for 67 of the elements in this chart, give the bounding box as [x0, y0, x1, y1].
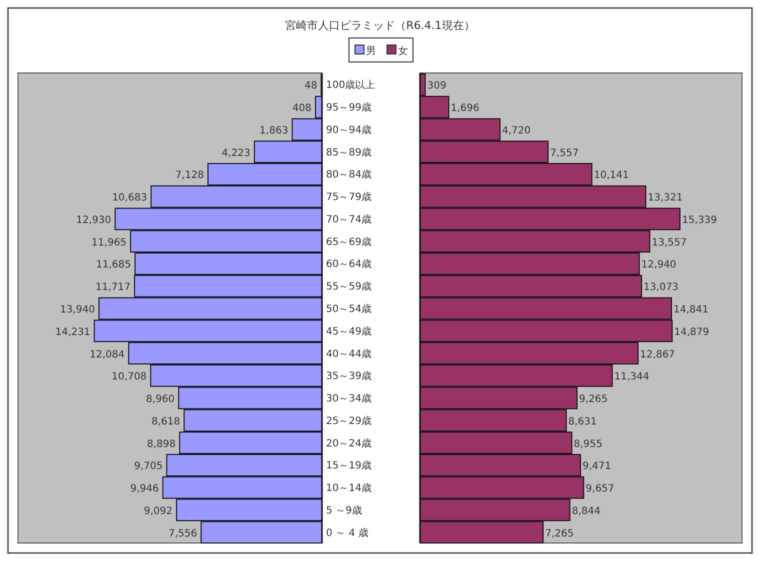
data-label: 1,696: [450, 103, 480, 114]
y-tick-label: 35～39歳: [326, 370, 372, 382]
data-label: 13,321: [648, 192, 683, 204]
data-label: 4,720: [502, 125, 531, 136]
y-tick-label: 15～19歳: [326, 460, 372, 472]
y-tick-label: 25～29歳: [326, 414, 372, 427]
y-tick-label: 60～64歳: [326, 258, 372, 270]
data-label: 12,930: [76, 214, 112, 226]
data-label: 9,657: [586, 484, 614, 495]
data-label: 9,946: [130, 484, 159, 495]
y-tick-label: 80～84歳: [326, 168, 372, 181]
data-label: 13,073: [644, 282, 679, 294]
data-label: 15,339: [682, 214, 717, 226]
y-tick-label: 0 ～ 4 歳: [326, 526, 368, 539]
data-label: 9,705: [134, 461, 163, 472]
legend-label: 男: [366, 46, 376, 57]
data-label: 4,223: [222, 148, 250, 159]
data-label: 12,940: [641, 260, 676, 271]
data-label: 8,631: [568, 416, 597, 428]
data-label: 9,092: [144, 506, 173, 517]
y-tick-label: 75～79歳: [326, 191, 372, 204]
data-label: 9,265: [579, 394, 608, 406]
y-tick-label: 30～34歳: [326, 392, 372, 405]
data-label: 408: [292, 103, 312, 114]
data-label: 12,084: [90, 349, 125, 360]
legend: 女: [386, 44, 408, 57]
y-tick-label: 95～99歳: [326, 102, 372, 114]
y-tick-label: 45～49歳: [326, 325, 372, 338]
y-tick-label: 90～94歳: [326, 124, 372, 136]
y-tick-label: 100歳以上: [326, 79, 376, 92]
data-label: 12,867: [640, 349, 676, 360]
data-label: 11,965: [92, 237, 127, 248]
y-tick-label: 5 ～9歳: [326, 504, 362, 516]
data-label: 7,556: [168, 528, 198, 540]
y-tick-label: 70～74歳: [326, 213, 372, 226]
data-label: 8,955: [574, 438, 602, 450]
data-label: 11,344: [614, 372, 650, 383]
data-label: 1,863: [260, 125, 288, 136]
y-tick-label: 55～59歳: [326, 280, 372, 293]
data-label: 8,898: [146, 438, 176, 450]
y-tick-label: 50～54歳: [326, 303, 372, 315]
data-label: 14,841: [674, 304, 709, 316]
legend: 男: [354, 44, 376, 57]
y-tick-label: 20～24歳: [326, 437, 372, 450]
y-tick-label: 65～69歳: [326, 236, 372, 248]
y-tick-label: 40～44歳: [326, 348, 372, 360]
data-label: 7,265: [545, 528, 574, 540]
data-label: 14,231: [55, 326, 90, 338]
data-label: 11,685: [96, 260, 132, 271]
data-label: 8,960: [146, 394, 175, 406]
text: 宮崎市人口ピラミッド（R6.4.1現在）: [285, 19, 475, 32]
data-label: 48: [304, 80, 318, 92]
data-label: 9,471: [582, 461, 612, 472]
data-label: 8,844: [572, 506, 601, 517]
data-label: 7,128: [175, 170, 204, 182]
data-label: 14,879: [674, 326, 710, 338]
data-label: 309: [427, 80, 446, 92]
data-label: 10,708: [112, 372, 147, 383]
data-label: 13,557: [652, 237, 687, 248]
data-label: 11,717: [96, 282, 131, 294]
data-label: 8,618: [151, 416, 180, 428]
data-label: 10,141: [594, 170, 629, 182]
data-label: 10,683: [112, 192, 148, 204]
y-tick-label: 10～14歳: [326, 482, 372, 494]
data-label: 7,557: [550, 148, 579, 159]
y-tick-label: 85～89歳: [326, 146, 372, 158]
data-label: 13,940: [60, 304, 95, 316]
